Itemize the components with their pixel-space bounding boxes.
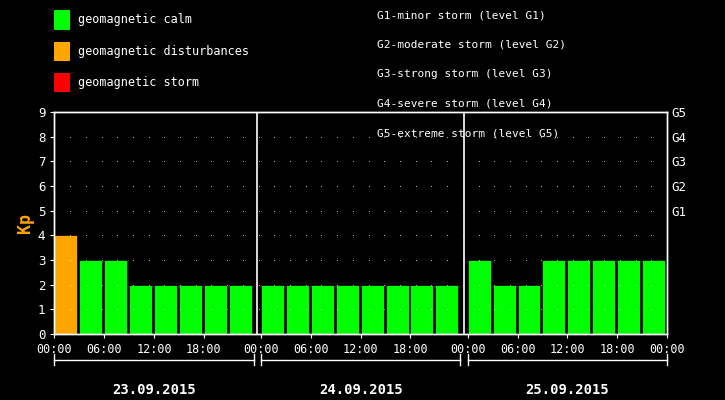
Bar [311,285,334,334]
Text: G1-minor storm (level G1): G1-minor storm (level G1) [377,10,546,20]
Bar [360,285,384,334]
Bar [493,285,515,334]
Bar [642,260,665,334]
Text: geomagnetic disturbances: geomagnetic disturbances [78,45,249,58]
Bar [204,285,227,334]
Bar [617,260,640,334]
Text: G4-severe storm (level G4): G4-severe storm (level G4) [377,99,552,109]
Bar [261,285,284,334]
Bar [104,260,127,334]
Bar [228,285,252,334]
Text: 25.09.2015: 25.09.2015 [526,383,609,397]
Bar [468,260,491,334]
Bar [336,285,359,334]
Bar [386,285,408,334]
Text: geomagnetic calm: geomagnetic calm [78,14,191,26]
Bar [542,260,566,334]
Bar [154,285,177,334]
Text: 24.09.2015: 24.09.2015 [319,383,402,397]
Bar [568,260,590,334]
Bar [592,260,616,334]
Text: G2-moderate storm (level G2): G2-moderate storm (level G2) [377,40,566,50]
Bar [518,285,541,334]
Bar [410,285,434,334]
Text: G3-strong storm (level G3): G3-strong storm (level G3) [377,69,552,79]
Text: geomagnetic storm: geomagnetic storm [78,76,199,89]
Text: G5-extreme storm (level G5): G5-extreme storm (level G5) [377,128,559,138]
Bar [54,235,78,334]
Bar [436,285,458,334]
Y-axis label: Kp: Kp [16,213,33,233]
Bar [79,260,102,334]
Bar [129,285,152,334]
Bar [179,285,202,334]
Bar [286,285,309,334]
Text: 23.09.2015: 23.09.2015 [112,383,196,397]
